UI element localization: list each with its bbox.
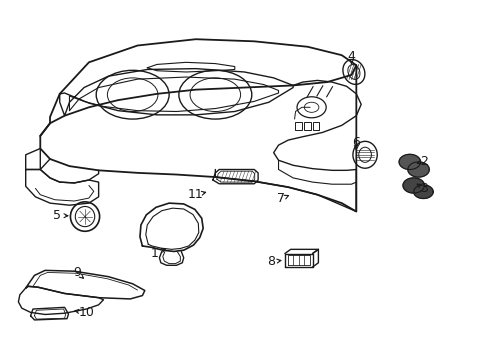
- Text: 8: 8: [267, 256, 275, 269]
- Bar: [303, 122, 310, 130]
- Text: 11: 11: [187, 188, 203, 201]
- Polygon shape: [407, 162, 428, 177]
- Text: 10: 10: [79, 306, 94, 319]
- Polygon shape: [413, 185, 432, 198]
- Polygon shape: [398, 154, 420, 170]
- Text: 2: 2: [420, 154, 427, 168]
- Text: 1: 1: [150, 247, 158, 260]
- Text: 5: 5: [53, 209, 61, 222]
- Text: 7: 7: [276, 192, 285, 206]
- Bar: [294, 122, 301, 130]
- Text: 6: 6: [352, 136, 360, 149]
- Text: 9: 9: [73, 266, 81, 279]
- Bar: [312, 122, 319, 130]
- Polygon shape: [402, 178, 424, 193]
- Text: 4: 4: [347, 50, 355, 63]
- Text: 3: 3: [420, 182, 427, 195]
